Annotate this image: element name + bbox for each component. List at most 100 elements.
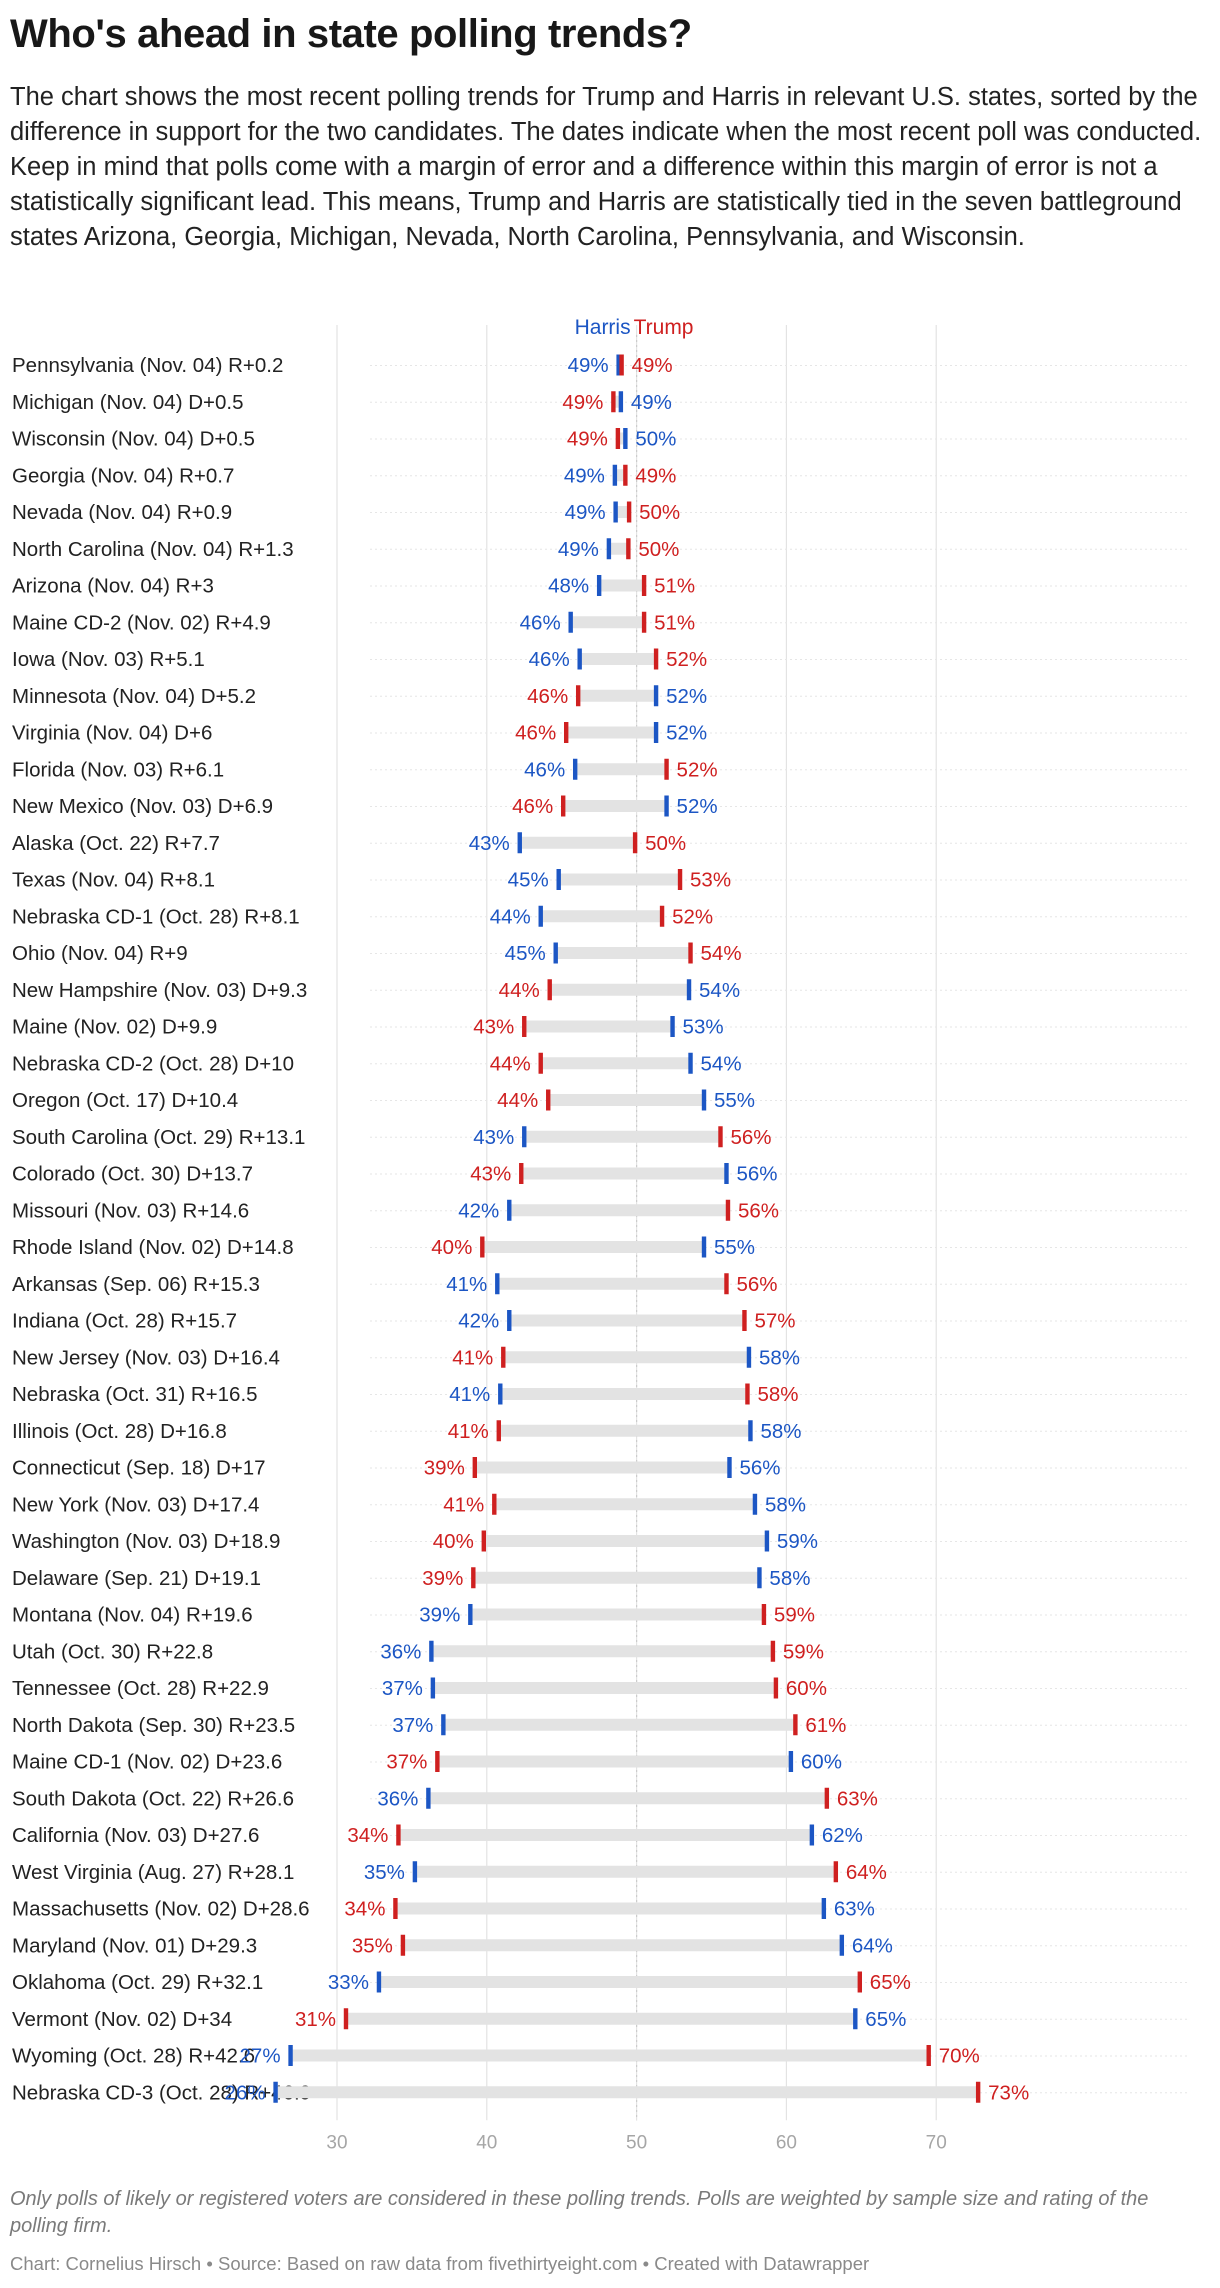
range-bar (617, 432, 626, 445)
harris-value-label: 46% (520, 611, 561, 634)
trump-mark (496, 1420, 501, 1442)
row-label: Nebraska CD-3 (Oct. 28) R+46.9 (12, 2081, 311, 2104)
harris-mark (701, 1089, 707, 1111)
trump-mark (626, 501, 632, 523)
trump-value-label: 52% (672, 905, 713, 928)
row-label: Wisconsin (Nov. 04) D+0.5 (12, 428, 255, 451)
range-bar (402, 1939, 842, 1952)
harris-value-label: 37% (382, 1677, 423, 1700)
harris-mark (553, 942, 558, 964)
trump-mark (745, 1383, 750, 1405)
harris-mark (507, 1310, 512, 1331)
range-bar (414, 1865, 836, 1878)
harris-mark (517, 832, 522, 854)
harris-mark (653, 685, 659, 707)
row-label: Nebraska CD-1 (Oct. 28) R+8.1 (12, 905, 300, 928)
trump-mark (501, 1346, 506, 1368)
harris-mark (623, 428, 628, 449)
trump-mark (857, 1971, 863, 1993)
row-label: Connecticut (Sep. 18) D+17 (12, 1457, 266, 1480)
harris-mark (288, 2045, 293, 2066)
row-label: North Dakota (Sep. 30) R+23.5 (12, 1714, 295, 1737)
harris-value-label: 43% (469, 832, 510, 855)
range-bar (524, 1130, 721, 1143)
row-label: Virginia (Nov. 04) D+6 (12, 722, 212, 745)
harris-mark (612, 464, 618, 486)
row-label: Minnesota (Nov. 04) D+5.2 (12, 685, 256, 708)
range-bar (555, 947, 691, 959)
trump-value-label: 53% (690, 869, 731, 892)
harris-value-label: 49% (565, 501, 606, 524)
harris-value-label: 41% (446, 1273, 487, 1296)
row-label: Iowa (Nov. 03) R+5.1 (12, 648, 205, 671)
row-label: Nebraska CD-2 (Oct. 28) D+10 (12, 1052, 294, 1075)
trump-mark (480, 1236, 485, 1258)
harris-mark (538, 905, 543, 927)
row-label: Vermont (Nov. 02) D+34 (12, 2008, 232, 2031)
harris-mark (653, 722, 659, 743)
range-bar (275, 2086, 979, 2099)
range-bar (437, 1755, 791, 1768)
row-label: Nevada (Nov. 04) R+0.9 (12, 501, 232, 524)
trump-mark (343, 2008, 349, 2030)
range-bar (578, 689, 657, 702)
x-tick-label: 60 (776, 2132, 797, 2153)
harris-value-label: 46% (524, 758, 565, 781)
row-label: Oregon (Oct. 17) D+10.4 (12, 1089, 238, 1112)
harris-value-label: 53% (683, 1016, 724, 1039)
trump-value-label: 41% (443, 1493, 484, 1516)
trump-value-label: 37% (386, 1751, 427, 1774)
trump-value-label: 35% (352, 1934, 393, 1957)
range-bar (524, 1020, 673, 1033)
harris-value-label: 33% (328, 1971, 369, 1994)
harris-value-label: 52% (666, 685, 707, 708)
trump-mark (632, 832, 638, 854)
row-label: Pennsylvania (Nov. 04) R+0.2 (12, 354, 283, 377)
harris-value-label: 58% (759, 1346, 800, 1369)
trump-value-label: 59% (774, 1604, 815, 1627)
trump-value-label: 61% (805, 1714, 846, 1737)
harris-mark (441, 1714, 446, 1736)
trump-value-label: 34% (347, 1824, 388, 1847)
harris-value-label: 58% (765, 1493, 806, 1516)
trump-mark (926, 2045, 931, 2066)
range-bar (473, 1571, 760, 1584)
harris-mark (727, 1457, 732, 1478)
trump-mark (547, 979, 552, 1001)
harris-value-label: 36% (380, 1640, 421, 1663)
row-label: California (Nov. 03) D+27.6 (12, 1824, 259, 1847)
harris-value-label: 49% (558, 538, 599, 561)
trump-value-label: 51% (654, 611, 695, 634)
trump-mark (653, 648, 659, 670)
trump-mark (519, 1163, 524, 1184)
harris-mark (686, 979, 692, 1001)
harris-mark (613, 501, 618, 523)
trump-value-label: 41% (448, 1420, 489, 1443)
harris-value-label: 44% (490, 905, 531, 928)
row-label: Washington (Nov. 03) D+18.9 (12, 1530, 280, 1553)
x-tick-label: 30 (326, 2132, 347, 2153)
trump-mark (824, 1787, 830, 1809)
chart-description: The chart shows the most recent polling … (10, 83, 1202, 251)
row-label: Rhode Island (Nov. 02) D+14.8 (12, 1236, 294, 1259)
row-label: Indiana (Oct. 28) R+15.7 (12, 1310, 237, 1333)
range-bar (613, 395, 621, 408)
row-label: Utah (Oct. 30) R+22.8 (12, 1640, 213, 1663)
harris-mark (273, 2081, 278, 2103)
trump-mark (724, 1273, 729, 1295)
trump-value-label: 49% (562, 391, 603, 414)
trump-mark (522, 1016, 527, 1037)
range-bar (497, 1277, 727, 1290)
trump-value-label: 34% (344, 1898, 385, 1921)
range-bar (483, 1535, 767, 1547)
range-bar (540, 910, 663, 923)
trump-value-label: 40% (433, 1530, 474, 1553)
row-label: Massachusetts (Nov. 02) D+28.6 (12, 1898, 310, 1921)
trump-mark (575, 685, 581, 707)
harris-value-label: 63% (834, 1898, 875, 1921)
harris-value-label: 45% (508, 869, 549, 892)
row-label: South Dakota (Oct. 22) R+26.6 (12, 1787, 294, 1810)
harris-value-label: 64% (852, 1934, 893, 1957)
range-bar (615, 506, 630, 518)
range-bar (521, 1167, 727, 1180)
